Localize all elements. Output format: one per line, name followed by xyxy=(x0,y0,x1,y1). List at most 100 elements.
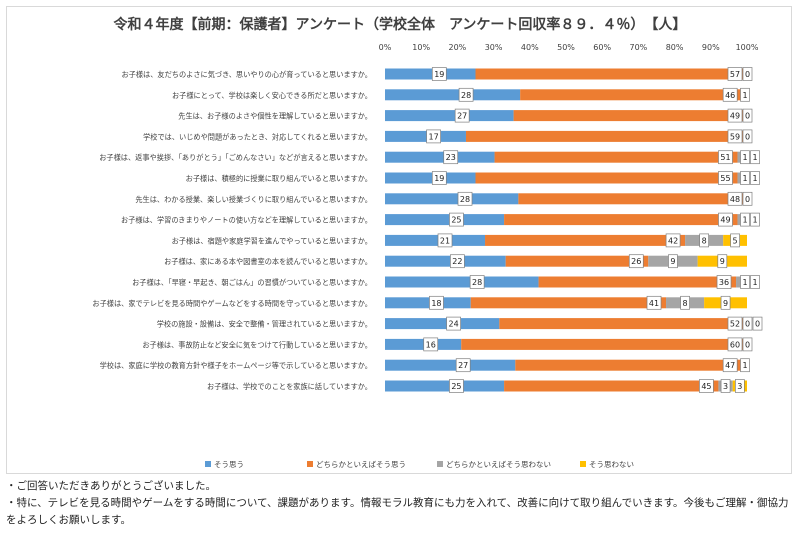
bar-segment-1 xyxy=(385,234,486,246)
data-label-box xyxy=(720,295,731,310)
x-tick-label: 30% xyxy=(485,43,503,52)
data-label: 1 xyxy=(742,361,747,370)
bar-segment-2 xyxy=(499,318,747,330)
data-label-box xyxy=(718,150,733,165)
category-label: お子様は、家でテレビを見る時間やゲームなどをする時間を守っていると思いますか。 xyxy=(92,299,372,308)
data-label-box xyxy=(454,108,470,123)
category-label: 先生は、お子様のよさや個性を理解していると思いますか。 xyxy=(178,112,372,121)
data-label-box xyxy=(750,275,760,289)
data-label: 0 xyxy=(745,340,750,349)
data-label-box xyxy=(735,379,745,393)
data-label: 9 xyxy=(670,257,675,266)
data-label-box xyxy=(727,191,743,206)
bar-segment-3 xyxy=(737,214,743,226)
data-label: 8 xyxy=(702,236,707,245)
bar-segment-1 xyxy=(385,380,505,392)
data-label: 0 xyxy=(745,320,750,329)
bar-segment-2 xyxy=(520,89,743,101)
data-label-box xyxy=(469,275,485,289)
data-label-box xyxy=(646,295,662,310)
data-label-box xyxy=(716,275,732,289)
data-label: 19 xyxy=(434,174,444,183)
data-label: 42 xyxy=(668,236,678,245)
data-label-box xyxy=(740,171,750,185)
data-label-box xyxy=(717,254,728,269)
legend-label: そう思う xyxy=(214,460,244,469)
bar-segment-1 xyxy=(385,214,505,226)
data-label: 55 xyxy=(720,174,730,183)
x-tick-label: 90% xyxy=(702,43,720,52)
data-label: 59 xyxy=(730,132,740,141)
data-label-box xyxy=(742,337,753,352)
category-label: 学校では、いじめや問題があったとき、対応してくれると思いますか。 xyxy=(143,132,372,141)
x-tick-label: 10% xyxy=(412,43,430,52)
data-label-box xyxy=(628,254,644,269)
data-label: 0 xyxy=(745,195,750,204)
category-label: お子様にとって、学校は楽しく安心できる所だと思いますか。 xyxy=(172,91,372,100)
bar-segment-1 xyxy=(385,110,514,122)
data-label-box xyxy=(457,191,473,206)
x-tick-label: 100% xyxy=(736,43,759,52)
bar-segment-2 xyxy=(505,255,649,267)
data-label-box xyxy=(718,212,733,227)
category-label: お子様は、宿題や家庭学習を進んでやっていると思いますか。 xyxy=(172,236,372,245)
legend-label: どちらかといえばそう思わない xyxy=(446,460,551,469)
data-label-box xyxy=(727,129,743,144)
data-label: 27 xyxy=(457,112,467,121)
data-label-box xyxy=(740,87,750,102)
data-label: 3 xyxy=(723,382,728,391)
bar-segment-1 xyxy=(385,359,516,371)
bar-segment-2 xyxy=(513,110,747,122)
data-label-box xyxy=(722,87,738,102)
x-tick-label: 40% xyxy=(521,43,539,52)
data-label: 25 xyxy=(451,216,461,225)
stacked-bar-chart: 0% 10% 20% 30% 40% 50% 60% 70% 80% 90% 100% お子様は、友だ… xyxy=(92,43,763,469)
x-tick-label: 70% xyxy=(630,43,648,52)
data-label-box xyxy=(446,316,461,331)
data-label-box xyxy=(429,295,444,310)
bar-segment-1 xyxy=(385,255,506,267)
category-label: お子様は、積極的に授業に取り組んでいると思いますか。 xyxy=(186,174,372,183)
legend-swatch xyxy=(437,461,443,467)
data-label: 28 xyxy=(460,195,470,204)
data-label-box xyxy=(727,67,743,81)
bar-segment-2 xyxy=(538,276,737,288)
category-label: 学校の施設・設備は、安全で整備・管理されていると思いますか。 xyxy=(157,320,372,329)
bar-segment-1 xyxy=(385,276,539,288)
data-label: 16 xyxy=(426,340,436,349)
comment-line-2: ・特に、テレビを見る時間やゲームをする時間について、課題があります。情報モラル教… xyxy=(6,497,789,526)
bar-segment-1 xyxy=(385,89,521,101)
bar-segment-1 xyxy=(385,297,471,309)
data-label-box xyxy=(750,150,760,165)
bar-segment-1 xyxy=(385,68,476,80)
category-label: 学校は、家庭に学校の教育方針や様子をホームページ等で示していると思いますか。 xyxy=(100,361,372,370)
data-label: 1 xyxy=(742,278,747,287)
data-label: 28 xyxy=(472,278,482,287)
data-label-box xyxy=(426,129,441,144)
data-label-box xyxy=(449,379,464,393)
data-label-box xyxy=(431,171,447,185)
data-label: 60 xyxy=(730,340,740,349)
category-label: お子様は、事故防止など安全に気をつけて行動していると思いますか。 xyxy=(142,340,372,349)
data-label-box xyxy=(699,379,714,393)
legend-swatch xyxy=(205,461,211,467)
bar-segment-2 xyxy=(475,68,747,80)
data-label: 8 xyxy=(683,299,688,308)
bar-segment-1 xyxy=(385,193,519,205)
bar-segment-2 xyxy=(504,214,738,226)
data-label: 5 xyxy=(733,236,738,245)
bar-segment-2 xyxy=(494,151,738,163)
data-label: 0 xyxy=(755,320,760,329)
data-label: 1 xyxy=(742,91,747,100)
bar-segment-1 xyxy=(385,130,466,142)
bar-segment-1 xyxy=(385,338,462,350)
bar-segment-1 xyxy=(385,172,476,184)
data-label: 1 xyxy=(752,174,757,183)
data-label-box xyxy=(450,254,465,269)
data-label: 36 xyxy=(719,278,729,287)
data-label: 1 xyxy=(752,216,757,225)
data-label: 24 xyxy=(448,320,458,329)
legend-label: そう思わない xyxy=(589,460,634,469)
data-label-box xyxy=(722,358,738,373)
data-label-box xyxy=(742,191,753,206)
